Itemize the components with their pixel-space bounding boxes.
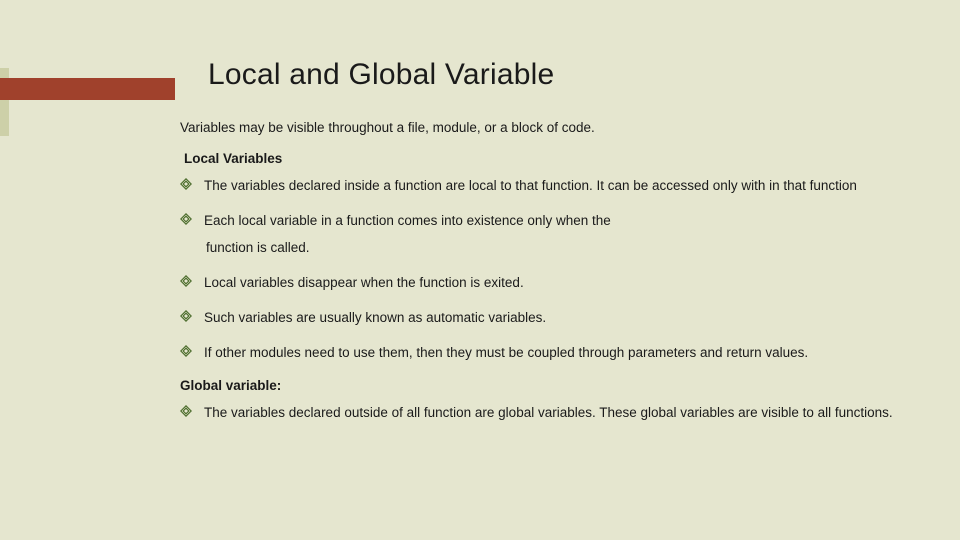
list-item: Local variables disappear when the funct… <box>180 273 920 294</box>
diamond-icon <box>180 310 192 322</box>
bullet-text: The variables declared inside a function… <box>204 178 857 193</box>
slide: Local and Global Variable Variables may … <box>0 0 960 540</box>
accent-bar <box>0 78 175 100</box>
diamond-icon <box>180 405 192 417</box>
bullet-text: If other modules need to use them, then … <box>204 345 808 360</box>
bullet-text: Each local variable in a function comes … <box>204 213 611 228</box>
bullet-text: The variables declared outside of all fu… <box>204 405 893 420</box>
diamond-icon <box>180 275 192 287</box>
bullet-list-global: The variables declared outside of all fu… <box>180 403 920 424</box>
bullet-text: Such variables are usually known as auto… <box>204 310 546 325</box>
section-heading-global: Global variable: <box>180 378 920 393</box>
list-item: The variables declared outside of all fu… <box>180 403 920 424</box>
diamond-icon <box>180 213 192 225</box>
slide-title: Local and Global Variable <box>208 58 554 92</box>
list-item: Such variables are usually known as auto… <box>180 308 920 329</box>
slide-body: Variables may be visible throughout a fi… <box>180 120 920 437</box>
bullet-text: Local variables disappear when the funct… <box>204 275 524 290</box>
intro-text: Variables may be visible throughout a fi… <box>180 120 920 135</box>
list-item: Each local variable in a function comes … <box>180 211 920 259</box>
list-item: If other modules need to use them, then … <box>180 343 920 364</box>
list-item: The variables declared inside a function… <box>180 176 920 197</box>
bullet-text-sub: function is called. <box>204 238 920 259</box>
bullet-list-local: The variables declared inside a function… <box>180 176 920 364</box>
section-heading-local: Local Variables <box>184 151 920 166</box>
diamond-icon <box>180 345 192 357</box>
diamond-icon <box>180 178 192 190</box>
